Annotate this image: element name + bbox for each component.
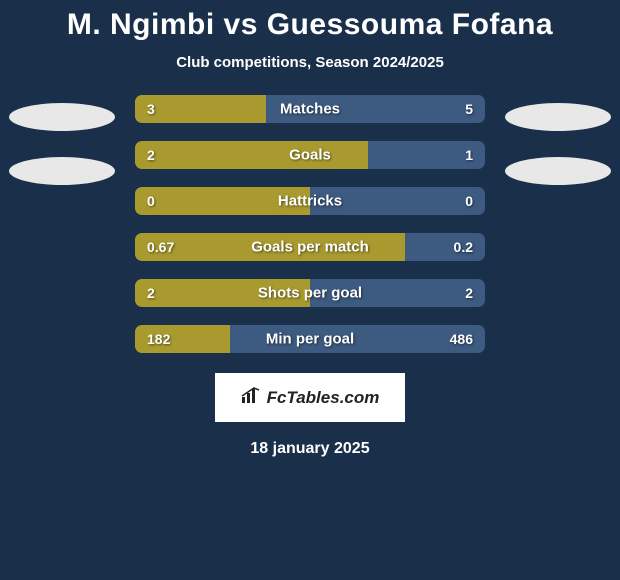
stat-value-right: 5: [465, 101, 473, 117]
stat-bars-column: 3 5 Matches 2 1 Goals 0 0 Hattricks 0.67 0.2 Goals …: [135, 95, 485, 353]
stat-value-right: 2: [465, 285, 473, 301]
stat-value-left: 2: [147, 147, 155, 163]
stat-label: Min per goal: [266, 331, 354, 348]
player2-avatar-placeholder: [505, 103, 611, 131]
stat-bar: 2 1 Goals: [135, 141, 485, 169]
stat-value-left: 2: [147, 285, 155, 301]
stats-area: 3 5 Matches 2 1 Goals 0 0 Hattricks 0.67 0.2 Goals …: [0, 95, 620, 353]
stat-bar: 182 486 Min per goal: [135, 325, 485, 353]
stat-label: Goals per match: [251, 239, 369, 256]
player2-avatar-column: [503, 95, 613, 211]
stat-label: Matches: [280, 101, 340, 118]
brand-text: FcTables.com: [267, 388, 380, 408]
chart-icon: [241, 387, 261, 408]
stat-value-left: 3: [147, 101, 155, 117]
stat-bar: 2 2 Shots per goal: [135, 279, 485, 307]
date-label: 18 january 2025: [250, 440, 369, 458]
stat-value-right: 0.2: [454, 239, 473, 255]
stat-label: Shots per goal: [258, 285, 362, 302]
stat-value-left: 0: [147, 193, 155, 209]
infographic-root: M. Ngimbi vs Guessouma Fofana Club compe…: [0, 0, 620, 580]
stat-bar: 0 0 Hattricks: [135, 187, 485, 215]
stat-label: Goals: [289, 147, 331, 164]
stat-bar: 3 5 Matches: [135, 95, 485, 123]
player1-avatar-column: [7, 95, 117, 211]
stat-bar-left-fill: [135, 141, 368, 169]
subtitle: Club competitions, Season 2024/2025: [176, 54, 444, 71]
stat-value-left: 0.67: [147, 239, 174, 255]
stat-value-right: 486: [450, 331, 473, 347]
stat-label: Hattricks: [278, 193, 342, 210]
stat-bar: 0.67 0.2 Goals per match: [135, 233, 485, 261]
player1-logo-placeholder: [9, 157, 115, 185]
player1-avatar-placeholder: [9, 103, 115, 131]
page-title: M. Ngimbi vs Guessouma Fofana: [67, 8, 553, 42]
stat-value-right: 1: [465, 147, 473, 163]
player2-logo-placeholder: [505, 157, 611, 185]
brand-badge: FcTables.com: [215, 373, 406, 422]
stat-value-right: 0: [465, 193, 473, 209]
stat-value-left: 182: [147, 331, 170, 347]
